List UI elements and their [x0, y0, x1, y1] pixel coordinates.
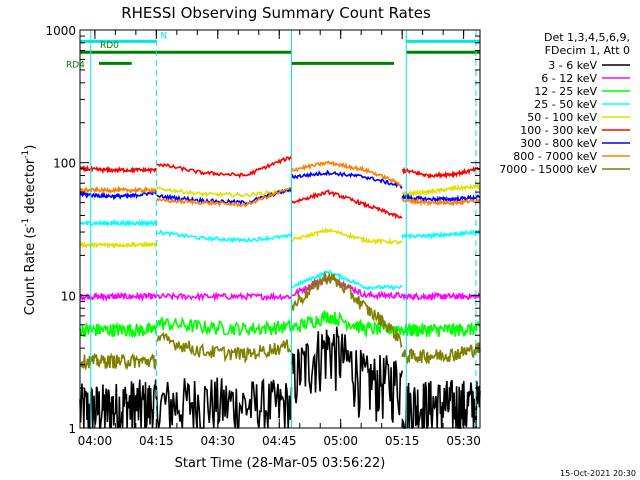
- y-tick-label: 1000: [45, 24, 76, 38]
- series-line-25-50-kev: [290, 269, 403, 291]
- legend-label: 25 - 50 keV: [534, 98, 597, 111]
- series-line-800-7000-kev: [79, 185, 157, 195]
- series-lines: [79, 155, 481, 429]
- y-axis: 1 10 100 1000: [45, 24, 480, 436]
- x-tick-label: 05:15: [385, 434, 420, 448]
- x-axis-label: Start Time (28-Mar-05 03:56:22): [175, 456, 386, 471]
- series-line-800-7000-kev: [290, 160, 403, 187]
- series-line-50-100-kev: [79, 240, 157, 250]
- series-line-3-6-kev: [79, 379, 158, 429]
- series-line-50-100-kev: [155, 185, 293, 198]
- series-line-3-6-kev: [401, 380, 481, 429]
- series-line-3-6-kev: [155, 377, 293, 429]
- series-line-7000-15000-kev: [401, 342, 481, 365]
- series-line-12-25-kev: [79, 321, 158, 339]
- y-tick-label: 10: [61, 289, 76, 303]
- x-tick-label: 04:00: [78, 434, 113, 448]
- series-line-25-50-kev: [79, 218, 157, 228]
- series-line-7000-15000-kev: [156, 331, 293, 364]
- legend-label: 50 - 100 keV: [527, 111, 597, 124]
- y-label-close: ): [23, 145, 38, 150]
- y-label-sup: -1: [21, 218, 31, 227]
- series-line-800-7000-kev: [401, 196, 481, 207]
- series-line-100-300-kev: [156, 155, 293, 179]
- series-line-25-50-kev: [401, 228, 481, 241]
- series-line-100-300-kev: [79, 164, 158, 175]
- series-line-6-12-kev: [79, 291, 158, 303]
- flag-label-rd0: RD0: [100, 41, 119, 51]
- x-tick-label: 04:45: [262, 434, 297, 448]
- legend-label: 800 - 7000 keV: [513, 150, 597, 163]
- x-tick-label: 05:00: [323, 434, 358, 448]
- series-line-7000-15000-kev: [79, 352, 158, 371]
- flag-label-rd4: RD4: [66, 60, 85, 70]
- legend-label: 12 - 25 keV: [534, 85, 597, 98]
- legend-header-2: FDecim 1, Att 0: [545, 44, 630, 57]
- series-line-3-6-kev: [290, 326, 403, 423]
- chart-title: RHESSI Observing Summary Count Rates: [121, 4, 431, 22]
- series-line-6-12-kev: [401, 291, 481, 302]
- series-line-25-50-kev: [156, 229, 293, 244]
- timestamp-stamp: 15-Oct-2021 20:30: [560, 469, 636, 478]
- attenuator-markers: [90, 30, 477, 428]
- legend-label: 100 - 300 keV: [520, 124, 597, 137]
- y-axis-label: Count Rate (s-1 detector-1): [21, 145, 38, 316]
- x-tick-label: 04:30: [200, 434, 235, 448]
- series-line-50-100-kev: [291, 226, 403, 246]
- x-tick-label: 04:15: [139, 434, 174, 448]
- flag-bars: N RD0 RD4: [66, 31, 480, 70]
- series-line-50-100-kev: [401, 182, 481, 199]
- series-line-300-800-kev: [290, 169, 403, 190]
- legend-label: 3 - 6 keV: [548, 59, 597, 72]
- y-tick-label: 1: [68, 422, 76, 436]
- series-line-100-300-kev: [401, 166, 481, 180]
- y-label-main: Count Rate (s: [23, 227, 38, 316]
- flag-label-n: N: [160, 31, 167, 41]
- x-axis: 04:00 04:15 04:30 04:45 05:00 05:15 05:30: [78, 30, 481, 448]
- series-line-100-300-kev: [290, 189, 403, 220]
- legend-label: 300 - 800 keV: [520, 137, 597, 150]
- x-tick-label: 05:30: [446, 434, 481, 448]
- series-line-12-25-kev: [155, 315, 293, 336]
- plot-frame: [79, 29, 481, 429]
- legend-header-1: Det 1,3,4,5,6,9,: [544, 31, 630, 44]
- legend-label: 6 - 12 keV: [541, 72, 597, 85]
- series-line-300-800-kev: [155, 186, 293, 206]
- series-line-6-12-kev: [156, 291, 293, 303]
- series-line-12-25-kev: [401, 320, 481, 338]
- y-label-sup2: -1: [21, 150, 31, 159]
- series-line-7000-15000-kev: [290, 270, 403, 349]
- series-line-800-7000-kev: [155, 186, 292, 208]
- y-label-tail: detector: [23, 158, 38, 218]
- y-tick-label: 100: [53, 157, 76, 171]
- legend-label: 7000 - 15000 keV: [499, 163, 597, 176]
